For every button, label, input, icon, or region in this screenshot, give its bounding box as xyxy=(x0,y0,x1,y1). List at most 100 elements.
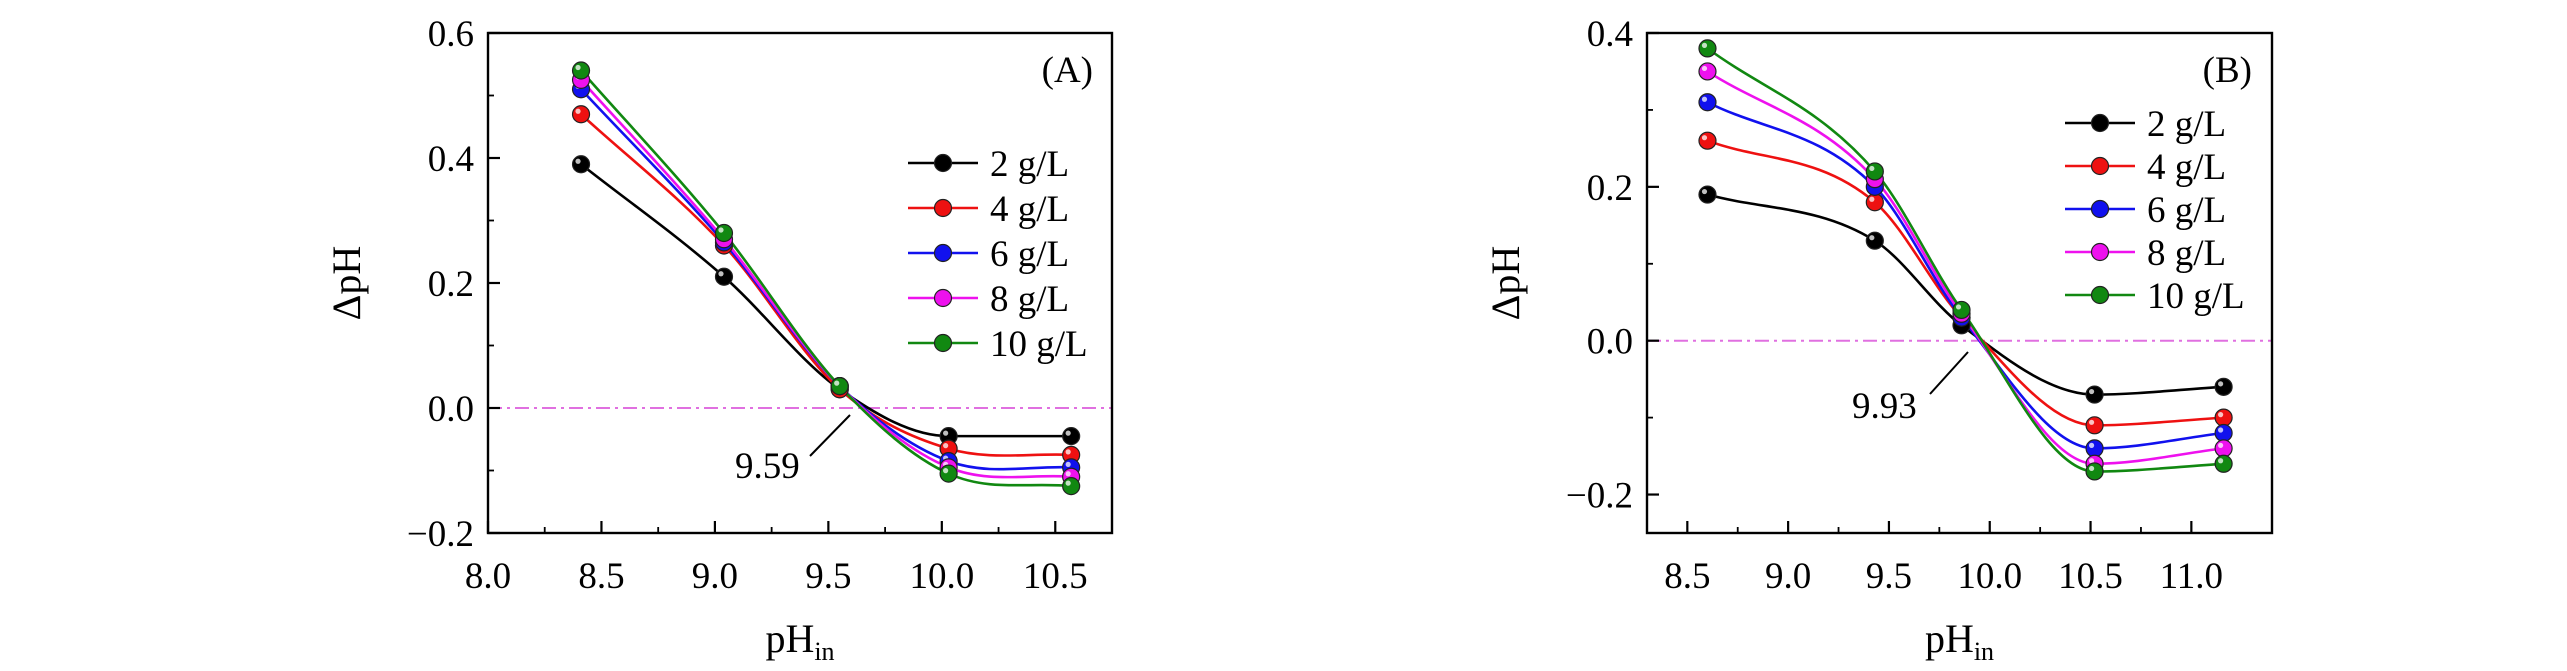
data-point-highlight-4-2 xyxy=(1955,304,1962,310)
annotation-leader-line xyxy=(809,414,851,457)
data-point-4-0 xyxy=(571,61,591,80)
x-tick-label-3: 10.0 xyxy=(1957,556,2022,597)
legend-label-0: 2 g/L xyxy=(2147,104,2226,145)
annotation-label: 9.59 xyxy=(735,446,800,487)
x-tick-label-5: 10.5 xyxy=(1023,556,1088,597)
legend-marker-0 xyxy=(2090,113,2110,133)
x-tick-label-1: 9.0 xyxy=(1765,556,1811,597)
x-tick-label-0: 8.0 xyxy=(465,556,511,597)
y-tick-label-0: −0.2 xyxy=(1566,476,1633,517)
data-point-highlight-4-2 xyxy=(834,380,840,386)
panel-a: 8.0 8.5 9.0 9.5 10.0 10.5 −0.2 0.0 0.2 0.4 0.6 pHin… xyxy=(324,14,1114,666)
y-tick-label-2: 0.2 xyxy=(1587,168,1633,209)
legend-label-1: 4 g/L xyxy=(990,189,1069,230)
x-axis-title-subscript: in xyxy=(814,637,834,666)
y-tick-label-2: 0.2 xyxy=(428,264,474,305)
data-point-4-1 xyxy=(1865,162,1884,181)
data-point-0-3 xyxy=(2085,385,2104,404)
legend-label-4: 10 g/L xyxy=(2147,276,2245,317)
data-point-highlight-2-4 xyxy=(2218,427,2224,433)
legend-marker-2 xyxy=(2090,199,2110,219)
data-point-1-3 xyxy=(2085,416,2104,435)
data-point-highlight-2-4 xyxy=(1065,461,1071,467)
x-tick-label-5: 11.0 xyxy=(2160,556,2223,597)
data-point-highlight-0-4 xyxy=(2218,381,2224,387)
data-point-highlight-4-1 xyxy=(718,227,724,233)
data-point-highlight-4-1 xyxy=(1869,165,1875,172)
x-tick-label-4: 10.5 xyxy=(2058,556,2123,597)
x-axis-title-main: pH xyxy=(765,616,814,661)
data-point-highlight-0-0 xyxy=(1701,188,1708,195)
y-tick-label-3: 0.4 xyxy=(428,139,474,180)
data-point-highlight-3-4 xyxy=(1065,471,1071,477)
data-point-0-4 xyxy=(1062,427,1081,446)
data-point-4-4 xyxy=(1062,477,1081,496)
data-point-0-1 xyxy=(714,267,734,286)
data-point-highlight-1-3 xyxy=(2088,419,2095,425)
panel-b: 8.5 9.0 9.5 10.0 10.5 11.0 −0.2 0.0 0.2 0.4 pHin Δp… xyxy=(1483,14,2274,666)
y-tick-label-1: 0.0 xyxy=(428,389,474,430)
x-tick-label-3: 9.5 xyxy=(805,556,851,597)
y-tick-label-3: 0.4 xyxy=(1587,14,1633,55)
data-point-highlight-1-0 xyxy=(575,108,581,114)
legend-label-3: 8 g/L xyxy=(990,279,1069,320)
x-axis-title-main: pH xyxy=(1925,616,1974,661)
data-point-highlight-0-3 xyxy=(943,430,949,436)
x-tick-label-1: 8.5 xyxy=(578,556,624,597)
data-point-highlight-3-4 xyxy=(2218,442,2224,448)
annotation-label: 9.93 xyxy=(1852,386,1917,427)
y-axis-title: ΔpH xyxy=(324,246,369,321)
data-point-4-0 xyxy=(1698,39,1717,58)
data-point-highlight-0-0 xyxy=(575,158,581,164)
data-point-1-4 xyxy=(2214,408,2233,427)
x-axis-title-subscript: in xyxy=(1974,637,1994,666)
legend-marker-1 xyxy=(933,198,953,218)
data-point-4-3 xyxy=(939,464,958,483)
y-tick-label-0: −0.2 xyxy=(407,514,474,555)
data-point-highlight-0-1 xyxy=(718,271,724,277)
x-tick-label-2: 9.5 xyxy=(1866,556,1912,597)
legend: 2 g/L4 g/L6 g/L8 g/L10 g/L xyxy=(908,144,1088,365)
legend-label-0: 2 g/L xyxy=(990,144,1069,185)
legend-label-2: 6 g/L xyxy=(2147,190,2226,231)
x-axis-title: pHin xyxy=(1925,616,1994,666)
data-point-highlight-1-4 xyxy=(1065,449,1071,455)
data-point-3-4 xyxy=(2214,439,2233,458)
panel-label: (A) xyxy=(1042,50,1093,91)
data-point-1-0 xyxy=(1698,131,1717,150)
data-point-highlight-4-3 xyxy=(943,468,949,474)
x-axis-title: pHin xyxy=(765,616,834,666)
legend-marker-0 xyxy=(933,153,953,173)
x-tick-label-0: 8.5 xyxy=(1664,556,1710,597)
data-point-4-4 xyxy=(2214,454,2233,473)
data-point-highlight-0-4 xyxy=(1065,430,1071,436)
y-axis-title: ΔpH xyxy=(1483,246,1528,321)
data-point-highlight-4-3 xyxy=(2088,465,2095,472)
data-point-1-0 xyxy=(571,105,591,124)
legend-marker-3 xyxy=(2090,242,2110,262)
x-tick-label-2: 9.0 xyxy=(692,556,738,597)
legend-label-2: 6 g/L xyxy=(990,234,1069,275)
data-point-highlight-4-0 xyxy=(575,64,581,71)
data-point-4-2 xyxy=(1952,300,1971,320)
data-point-highlight-1-4 xyxy=(2218,412,2224,418)
y-tick-label-1: 0.0 xyxy=(1587,322,1633,363)
data-point-highlight-0-3 xyxy=(2088,388,2095,395)
legend-label-1: 4 g/L xyxy=(2147,147,2226,188)
data-point-highlight-1-0 xyxy=(1701,135,1708,141)
data-point-highlight-0-1 xyxy=(1869,235,1875,241)
data-point-highlight-4-4 xyxy=(2218,458,2224,464)
data-point-highlight-2-0 xyxy=(1701,96,1708,102)
x-tick-label-4: 10.0 xyxy=(909,556,974,597)
panel-label: (B) xyxy=(2203,50,2252,91)
legend-marker-2 xyxy=(933,243,953,263)
data-point-2-0 xyxy=(1698,93,1717,112)
legend-marker-1 xyxy=(2090,156,2110,176)
data-point-highlight-3-3 xyxy=(2088,458,2095,464)
data-point-2-3 xyxy=(2085,439,2104,458)
data-point-4-2 xyxy=(830,377,849,396)
legend-marker-3 xyxy=(933,288,953,308)
legend-marker-4 xyxy=(2090,285,2110,305)
legend-label-4: 10 g/L xyxy=(990,324,1088,365)
